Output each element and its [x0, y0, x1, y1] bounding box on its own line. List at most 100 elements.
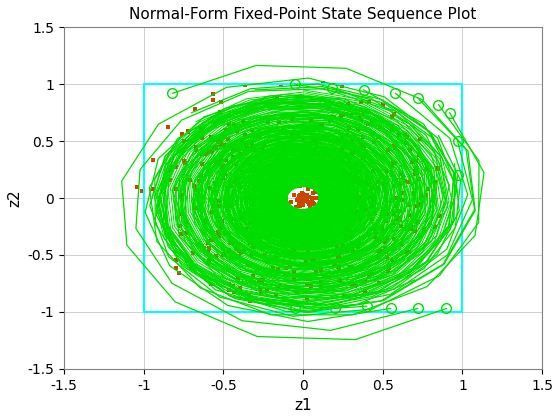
- Point: [376, 123, 385, 130]
- Point: [363, 121, 372, 128]
- Point: [298, 232, 307, 239]
- Point: [317, 217, 326, 224]
- Point: [204, 248, 213, 255]
- Point: [337, 220, 346, 227]
- Point: [297, 166, 306, 173]
- Point: [370, 226, 379, 232]
- Point: [249, 272, 258, 279]
- Point: [351, 209, 360, 216]
- Point: [350, 211, 359, 218]
- Point: [280, 143, 289, 150]
- Point: [356, 215, 365, 222]
- Point: [274, 191, 283, 198]
- Point: [278, 124, 287, 131]
- Point: [325, 223, 334, 230]
- Point: [360, 109, 368, 116]
- Point: [309, 255, 318, 262]
- Point: [242, 226, 251, 233]
- Point: [281, 270, 290, 277]
- Point: [248, 142, 256, 148]
- Point: [227, 255, 236, 262]
- Point: [266, 209, 275, 216]
- Point: [367, 203, 376, 210]
- Point: [268, 265, 277, 272]
- Point: [328, 226, 337, 233]
- Point: [176, 231, 185, 237]
- Point: [338, 157, 347, 164]
- Point: [341, 255, 350, 262]
- Point: [355, 194, 364, 200]
- Point: [234, 253, 243, 260]
- Point: [384, 147, 393, 154]
- Point: [380, 181, 389, 187]
- Point: [183, 128, 192, 134]
- Point: [320, 193, 329, 200]
- Point: [257, 179, 266, 186]
- Point: [230, 239, 239, 246]
- Point: [278, 219, 287, 226]
- Point: [264, 119, 273, 126]
- Point: [302, 295, 311, 302]
- Point: [307, 257, 316, 263]
- Point: [389, 142, 398, 149]
- Point: [234, 275, 242, 281]
- Point: [273, 93, 282, 100]
- Point: [232, 127, 241, 134]
- Point: [317, 163, 326, 170]
- Point: [302, 142, 311, 149]
- Point: [382, 254, 391, 261]
- Point: [318, 198, 326, 205]
- Point: [423, 166, 432, 173]
- Point: [326, 199, 335, 205]
- Point: [329, 260, 338, 266]
- Point: [275, 168, 284, 175]
- Point: [357, 212, 366, 219]
- Point: [348, 163, 357, 170]
- Point: [405, 147, 414, 154]
- Point: [259, 277, 268, 284]
- Point: [408, 159, 417, 166]
- Point: [373, 179, 382, 186]
- Point: [303, 192, 312, 199]
- Point: [228, 202, 237, 209]
- Point: [281, 184, 290, 191]
- Point: [211, 159, 220, 165]
- Point: [233, 179, 242, 186]
- Point: [285, 160, 294, 167]
- Point: [216, 139, 225, 146]
- Point: [211, 189, 220, 195]
- Point: [348, 137, 357, 144]
- Point: [332, 213, 341, 220]
- Point: [223, 136, 232, 143]
- Point: [270, 232, 279, 239]
- Point: [384, 268, 393, 275]
- Point: [291, 204, 300, 210]
- Point: [285, 262, 294, 269]
- Point: [357, 143, 366, 150]
- Point: [388, 257, 396, 264]
- Point: [245, 297, 254, 304]
- Point: [344, 160, 353, 166]
- Point: [298, 194, 307, 201]
- Point: [228, 283, 237, 289]
- Point: [315, 206, 324, 213]
- Point: [274, 168, 283, 174]
- Point: [296, 104, 305, 110]
- Point: [371, 209, 380, 216]
- Point: [378, 247, 387, 254]
- Point: [218, 173, 227, 180]
- Point: [357, 98, 366, 105]
- Point: [246, 220, 255, 226]
- Point: [137, 188, 146, 194]
- Point: [307, 198, 316, 205]
- Point: [223, 186, 232, 193]
- Point: [318, 122, 326, 129]
- Point: [209, 91, 218, 98]
- Point: [256, 266, 265, 273]
- Point: [343, 170, 352, 177]
- Point: [343, 246, 352, 253]
- Point: [378, 102, 387, 108]
- Point: [416, 192, 425, 199]
- Point: [293, 133, 302, 140]
- Point: [301, 162, 310, 169]
